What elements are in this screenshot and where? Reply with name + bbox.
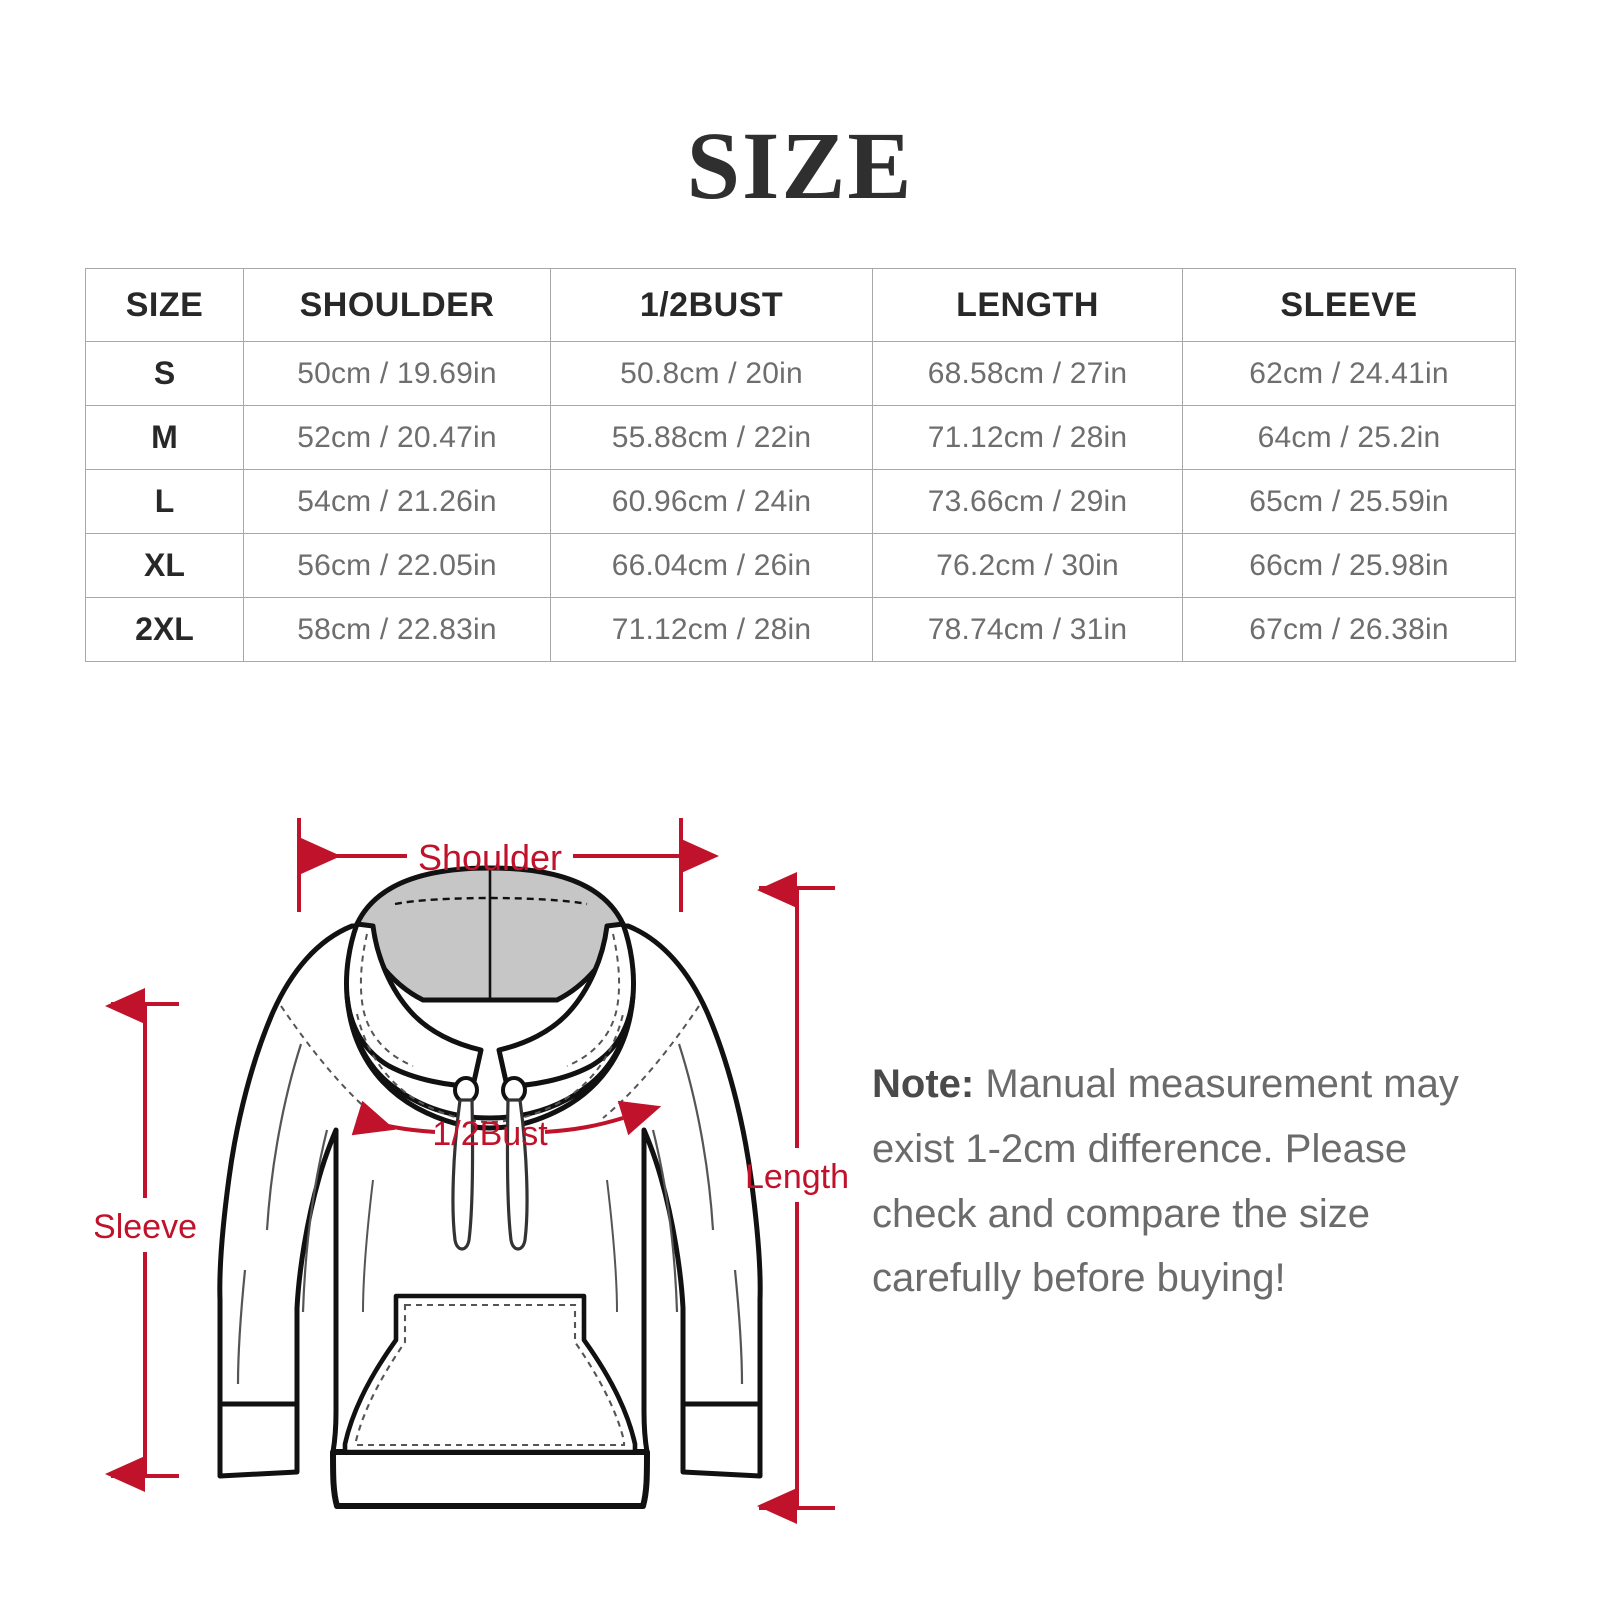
cell-length: 71.12cm / 28in (872, 405, 1183, 470)
column-header-bust: 1/2BUST (550, 268, 873, 342)
cell-sleeve: 67cm / 26.38in (1182, 597, 1516, 662)
shoulder-measure-annotation: Shoulder (297, 818, 719, 912)
cell-size: 2XL (85, 597, 244, 662)
hoodie-measurement-diagram: Shoulder 1/2Bust Sleeve Length (95, 800, 885, 1540)
size-table-container: SIZE SHOULDER 1/2BUST LENGTH SLEEVE S 50… (85, 268, 1516, 662)
column-header-shoulder: SHOULDER (243, 268, 551, 342)
cell-shoulder: 56cm / 22.05in (243, 533, 551, 598)
cell-length: 78.74cm / 31in (872, 597, 1183, 662)
table-row: XL 56cm / 22.05in 66.04cm / 26in 76.2cm … (85, 533, 1516, 598)
right-shoulder-seam (602, 1005, 700, 1119)
cell-length: 73.66cm / 29in (872, 469, 1183, 534)
cell-shoulder: 54cm / 21.26in (243, 469, 551, 534)
note-text: Manual measurement may exist 1-2cm diffe… (872, 1062, 1459, 1301)
cell-size: M (85, 405, 244, 470)
shoulder-label: Shoulder (418, 837, 562, 878)
page-title: SIZE (686, 112, 914, 219)
right-sleeve-fold (677, 1043, 715, 1231)
right-sleeve-fold-2 (651, 1129, 679, 1313)
cell-bust: 50.8cm / 20in (550, 341, 873, 406)
note-label: Note: (872, 1062, 975, 1106)
waistband-hem (330, 1449, 650, 1509)
cell-shoulder: 58cm / 22.83in (243, 597, 551, 662)
right-drawstring (505, 1098, 529, 1251)
table-row: S 50cm / 19.69in 50.8cm / 20in 68.58cm /… (85, 341, 1516, 406)
left-sleeve-fold-3 (236, 1269, 247, 1385)
left-body-drape (362, 1179, 374, 1313)
hoodie-illustration (217, 865, 763, 1509)
cell-size: L (85, 469, 244, 534)
bust-measure-annotation: 1/2Bust (351, 1100, 662, 1153)
left-sleeve-fold-2 (301, 1129, 329, 1313)
cell-length: 76.2cm / 30in (872, 533, 1183, 598)
length-label: Length (745, 1158, 849, 1196)
table-row: M 52cm / 20.47in 55.88cm / 22in 71.12cm … (85, 405, 1516, 470)
cell-shoulder: 52cm / 20.47in (243, 405, 551, 470)
hood-left-stitch (359, 933, 414, 1067)
left-sleeve-fold (265, 1043, 303, 1231)
bust-label: 1/2Bust (432, 1115, 548, 1153)
column-header-size: SIZE (85, 268, 244, 342)
table-row: 2XL 58cm / 22.83in 71.12cm / 28in 78.74c… (85, 597, 1516, 662)
right-sleeve-fold-3 (733, 1269, 744, 1385)
kangaroo-pocket (342, 1293, 638, 1455)
cell-sleeve: 62cm / 24.41in (1182, 341, 1516, 406)
left-cuff (217, 1401, 300, 1479)
cell-bust: 66.04cm / 26in (550, 533, 873, 598)
table-row: L 54cm / 21.26in 60.96cm / 24in 73.66cm … (85, 469, 1516, 534)
cell-size: XL (85, 533, 244, 598)
column-header-length: LENGTH (872, 268, 1183, 342)
cell-sleeve: 64cm / 25.2in (1182, 405, 1516, 470)
hood-right-stitch (566, 933, 621, 1067)
cell-bust: 55.88cm / 22in (550, 405, 873, 470)
sleeve-measure-annotation: Sleeve (95, 988, 197, 1492)
sleeve-label: Sleeve (95, 1208, 197, 1246)
length-measure-annotation: Length (745, 872, 849, 1524)
cell-length: 68.58cm / 27in (872, 341, 1183, 406)
bust-arrow-right (544, 1100, 662, 1136)
size-chart-table: SIZE SHOULDER 1/2BUST LENGTH SLEEVE S 50… (85, 268, 1516, 662)
hood-inner-stitch (394, 896, 588, 906)
kangaroo-pocket-stitch (354, 1303, 626, 1447)
right-cuff (680, 1401, 763, 1479)
column-header-sleeve: SLEEVE (1182, 268, 1516, 342)
bust-arrow-left (351, 1100, 436, 1136)
cell-shoulder: 50cm / 19.69in (243, 341, 551, 406)
left-drawstring (451, 1098, 475, 1251)
table-header-row: SIZE SHOULDER 1/2BUST LENGTH SLEEVE (85, 268, 1516, 342)
cell-bust: 60.96cm / 24in (550, 469, 873, 534)
note-block: Note: Manual measurement may exist 1-2cm… (872, 1052, 1492, 1311)
cell-size: S (85, 341, 244, 406)
cell-sleeve: 66cm / 25.98in (1182, 533, 1516, 598)
right-body-drape (606, 1179, 618, 1313)
cell-bust: 71.12cm / 28in (550, 597, 873, 662)
cell-sleeve: 65cm / 25.59in (1182, 469, 1516, 534)
